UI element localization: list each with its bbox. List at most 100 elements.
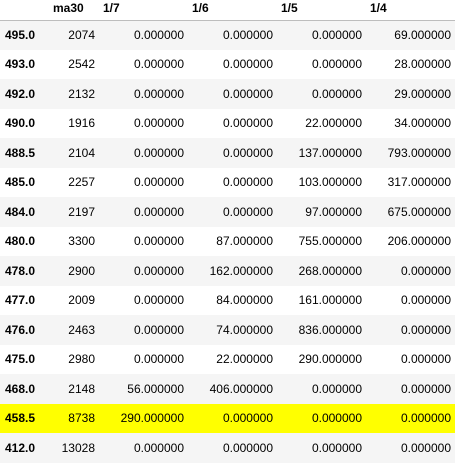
row-index-cell: 412.0	[5, 440, 36, 455]
cell-1-6: 0.000000	[222, 28, 273, 42]
cell-1-5: 0.000000	[311, 411, 362, 426]
cell-1-6: 0.000000	[222, 145, 273, 160]
cell-1-7: 0.000000	[133, 116, 184, 131]
row-index-cell: 480.0	[5, 234, 36, 249]
table-row: 480.0 3300 0.000000 87.000000 755.000000 206.…	[0, 226, 455, 256]
cell-1-5: 268.000000	[298, 263, 362, 278]
table-row: 488.5 2104 0.000000 0.000000 137.000000 793.0…	[0, 138, 455, 168]
cell-1-6: 0.000000	[222, 116, 273, 131]
row-index-cell: 490.0	[5, 116, 36, 131]
cell-1-4: 34.000000	[394, 116, 451, 131]
cell-1-6: 0.000000	[222, 411, 273, 426]
cell-1-6: 22.000000	[216, 352, 273, 367]
cell-1-7: 56.000000	[127, 381, 184, 396]
row-index-cell: 458.5	[5, 411, 36, 426]
cell-1-7: 0.000000	[133, 145, 184, 160]
header-row: ma30 1/7 1/6 1/5 1/4	[0, 0, 455, 21]
cell-1-6: 84.000000	[216, 293, 273, 308]
cell-ma30: 2197	[68, 204, 95, 219]
cell-1-4: 28.000000	[394, 57, 451, 72]
cell-1-6: 74.000000	[216, 322, 273, 337]
cell-1-6: 162.000000	[209, 263, 273, 278]
table-row: 495.0 2074 0.000000 0.000000 0.000000 69.0000…	[0, 20, 455, 50]
cell-1-5: 0.000000	[311, 57, 362, 72]
row-index-cell: 478.0	[5, 263, 36, 278]
cell-1-5: 290.000000	[298, 352, 362, 367]
table-body: 495.0 2074 0.000000 0.000000 0.000000 69.0000…	[0, 20, 455, 463]
cell-ma30: 2542	[68, 57, 95, 72]
table-row: 478.0 2900 0.000000 162.000000 268.000000 0.0…	[0, 256, 455, 286]
cell-1-7: 0.000000	[133, 352, 184, 367]
cell-1-6: 0.000000	[222, 57, 273, 72]
cell-1-5: 755.000000	[298, 234, 362, 249]
row-index-cell: 493.0	[5, 57, 36, 72]
cell-1-5: 0.000000	[311, 28, 362, 42]
cell-1-7: 0.000000	[133, 293, 184, 308]
cell-1-6: 0.000000	[222, 440, 273, 455]
header-col-1-5: 1/5	[277, 0, 366, 21]
cell-1-7: 0.000000	[133, 263, 184, 278]
cell-1-7: 0.000000	[133, 28, 184, 42]
cell-ma30: 1916	[68, 116, 95, 131]
cell-1-4: 0.000000	[400, 293, 451, 308]
cell-1-5: 0.000000	[311, 440, 362, 455]
header-col-1-6: 1/6	[188, 0, 277, 21]
cell-1-5: 22.000000	[305, 116, 362, 131]
cell-1-6: 0.000000	[222, 204, 273, 219]
row-index-cell: 485.0	[5, 175, 36, 190]
cell-1-4: 0.000000	[400, 381, 451, 396]
row-index-cell: 495.0	[5, 28, 36, 42]
cell-ma30: 2104	[68, 145, 95, 160]
cell-1-7: 0.000000	[133, 204, 184, 219]
row-index-cell: 492.0	[5, 86, 36, 101]
cell-1-6: 0.000000	[222, 86, 273, 101]
table-row: 475.0 2980 0.000000 22.000000 290.000000 0.00…	[0, 344, 455, 374]
cell-1-5: 0.000000	[311, 86, 362, 101]
cell-1-7: 290.000000	[120, 411, 184, 426]
cell-1-5: 137.000000	[298, 145, 362, 160]
cell-ma30: 13028	[61, 440, 95, 455]
cell-1-4: 0.000000	[400, 322, 451, 337]
row-index-cell: 468.0	[5, 381, 36, 396]
cell-1-5: 103.000000	[298, 175, 362, 190]
cell-1-4: 0.000000	[400, 411, 451, 426]
table-row: 484.0 2197 0.000000 0.000000 97.000000 675.00…	[0, 197, 455, 227]
cell-ma30: 2132	[68, 86, 95, 101]
cell-ma30: 2257	[68, 175, 95, 190]
cell-1-5: 836.000000	[298, 322, 362, 337]
table-header: ma30 1/7 1/6 1/5 1/4	[0, 0, 455, 21]
cell-1-5: 97.000000	[305, 204, 362, 219]
row-index-cell: 488.5	[5, 145, 36, 160]
cell-ma30: 2900	[68, 263, 95, 278]
cell-1-7: 0.000000	[133, 175, 184, 190]
header-col-1-7: 1/7	[99, 0, 188, 21]
cell-1-7: 0.000000	[133, 57, 184, 72]
row-index-cell: 477.0	[5, 293, 36, 308]
table-row: 485.0 2257 0.000000 0.000000 103.000000 317.0…	[0, 167, 455, 197]
dataframe-table: ma30 1/7 1/6 1/5 1/4 495.0 2074 0.000000 0.…	[0, 0, 455, 463]
cell-1-7: 0.000000	[133, 234, 184, 249]
cell-1-4: 0.000000	[400, 440, 451, 455]
cell-1-4: 206.000000	[387, 234, 451, 249]
cell-1-6: 0.000000	[222, 175, 273, 190]
cell-1-5: 0.000000	[311, 381, 362, 396]
cell-1-4: 793.000000	[387, 145, 451, 160]
cell-1-6: 406.000000	[209, 381, 273, 396]
table-row-highlighted: 458.5 8738 290.000000 0.000000 0.000000 0.000…	[0, 403, 455, 433]
cell-ma30: 3300	[68, 234, 95, 249]
row-index-cell: 475.0	[5, 352, 36, 367]
table-row: 412.0 13028 0.000000 0.000000 0.000000 0.0000…	[0, 433, 455, 463]
header-index-cell	[0, 0, 49, 21]
cell-ma30: 2463	[68, 322, 95, 337]
cell-1-7: 0.000000	[133, 322, 184, 337]
cell-1-7: 0.000000	[133, 86, 184, 101]
cell-1-4: 69.000000	[394, 28, 451, 42]
table-row: 492.0 2132 0.000000 0.000000 0.000000 29.0000…	[0, 79, 455, 109]
header-col-1-4: 1/4	[366, 0, 455, 21]
table-row: 476.0 2463 0.000000 74.000000 836.000000 0.00…	[0, 315, 455, 345]
table-row: 468.0 2148 56.000000 406.000000 0.000000 0.00…	[0, 374, 455, 404]
cell-1-6: 87.000000	[216, 234, 273, 249]
row-index-cell: 484.0	[5, 204, 36, 219]
header-ma30: ma30	[49, 0, 99, 21]
cell-1-4: 29.000000	[394, 86, 451, 101]
